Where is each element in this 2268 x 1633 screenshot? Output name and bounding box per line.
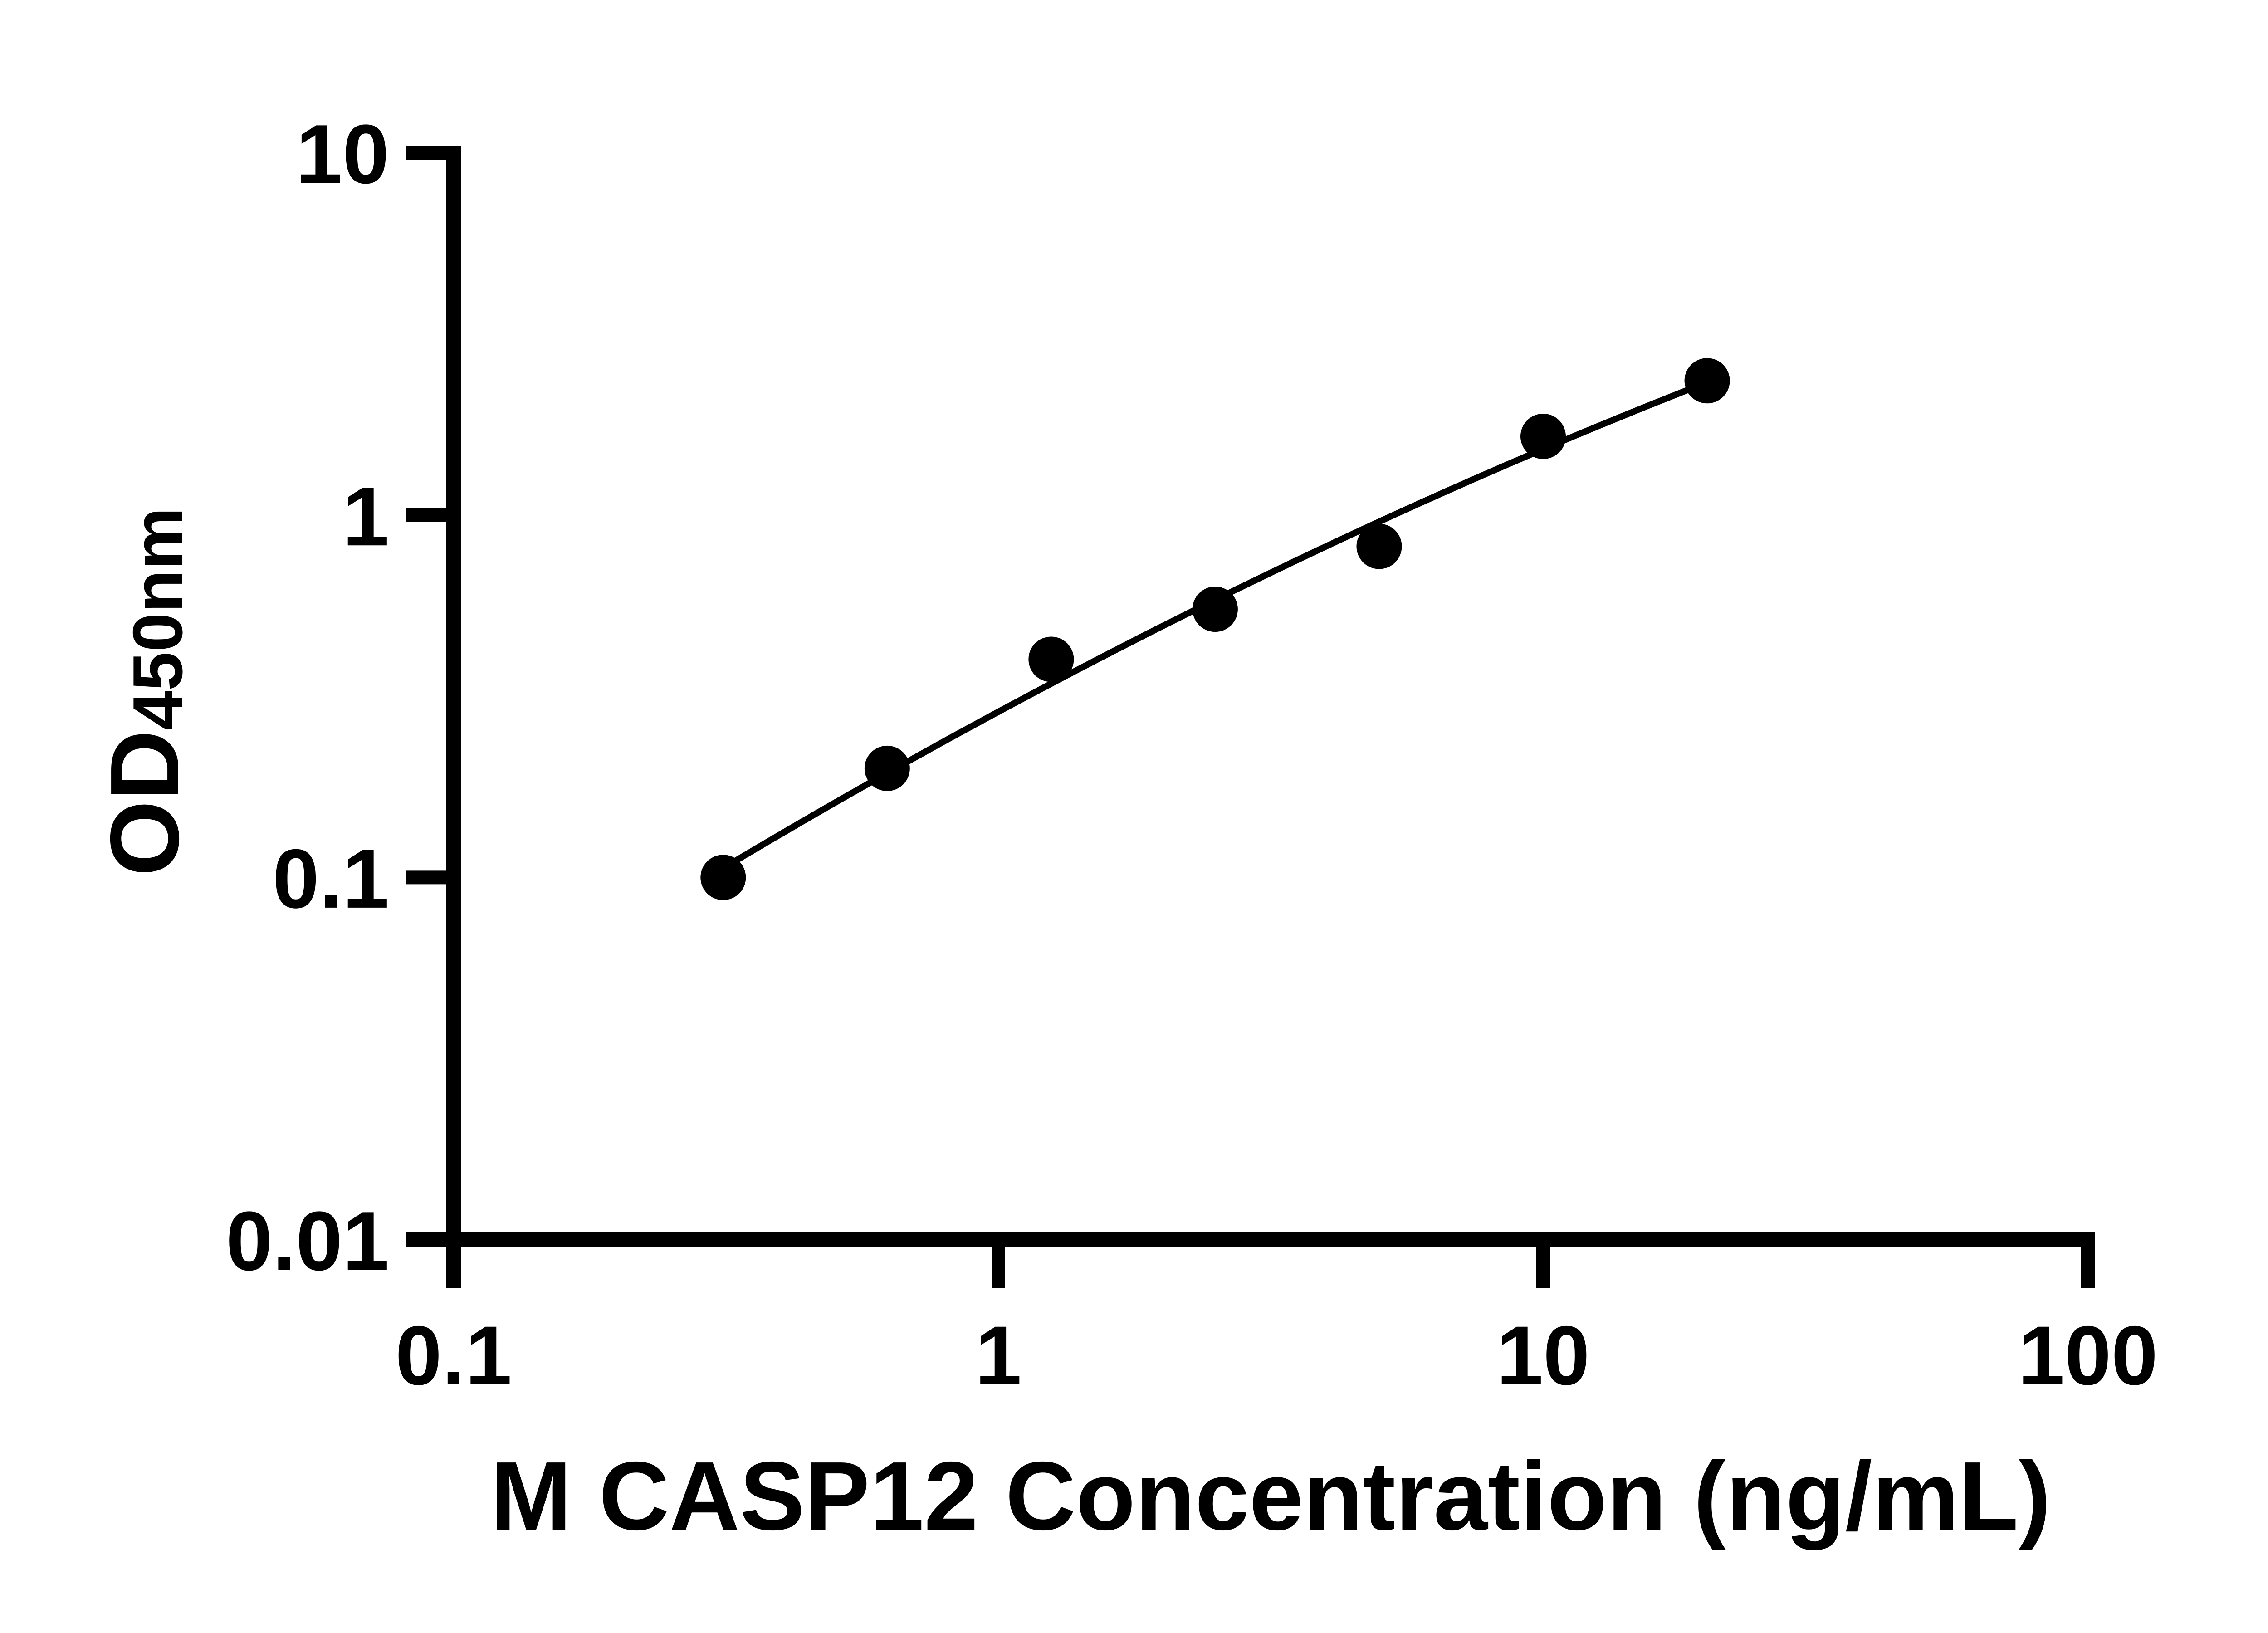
y-axis-title: OD450nm bbox=[90, 507, 199, 876]
y-axis-title-subscript: 450nm bbox=[118, 507, 197, 730]
x-tick-label-10: 10 bbox=[1496, 1309, 1590, 1403]
x-tick-label-1: 1 bbox=[975, 1309, 1022, 1403]
data-point bbox=[864, 745, 910, 791]
data-point bbox=[1356, 523, 1402, 569]
data-point bbox=[1028, 636, 1074, 682]
axes bbox=[406, 146, 2095, 1288]
y-tick-label-10: 10 bbox=[296, 108, 389, 201]
x-axis-title: M CASP12 Concentration (ng/mL) bbox=[490, 1441, 2051, 1550]
data-point bbox=[1192, 587, 1238, 632]
y-axis-tick-marks bbox=[406, 146, 454, 885]
x-axis-tick-labels: 0.1 1 10 100 bbox=[395, 1309, 2158, 1403]
x-tick-label-100: 100 bbox=[2018, 1309, 2158, 1403]
x-tick-label-0.1: 0.1 bbox=[395, 1309, 512, 1403]
y-axis-tick-labels: 10 1 0.1 0.01 bbox=[226, 108, 389, 1288]
data-point bbox=[700, 855, 746, 900]
y-axis-title-main: OD bbox=[90, 730, 199, 876]
data-points bbox=[700, 358, 1730, 900]
y-tick-label-0.1: 0.1 bbox=[273, 832, 389, 926]
x-axis-tick-marks bbox=[992, 1240, 2095, 1288]
data-point bbox=[1520, 413, 1566, 459]
y-tick-label-0.01: 0.01 bbox=[226, 1195, 389, 1288]
data-point bbox=[1684, 358, 1730, 404]
y-tick-label-1: 1 bbox=[342, 470, 389, 563]
